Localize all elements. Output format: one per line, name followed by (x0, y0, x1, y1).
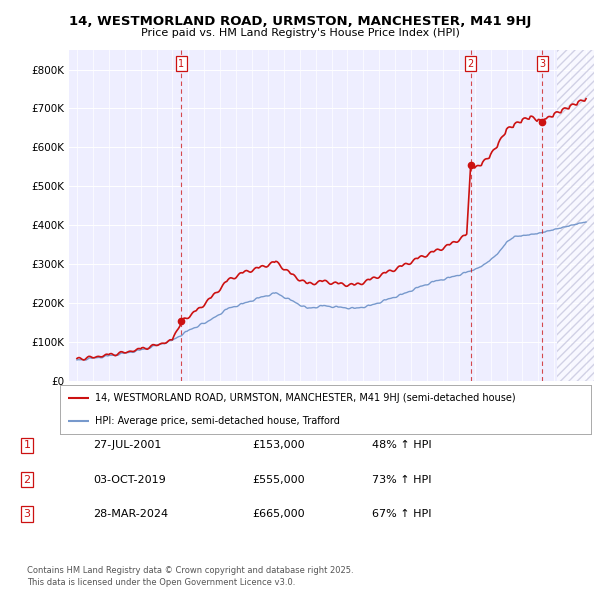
Text: HPI: Average price, semi-detached house, Trafford: HPI: Average price, semi-detached house,… (95, 415, 340, 425)
Text: £153,000: £153,000 (252, 441, 305, 450)
Text: 67% ↑ HPI: 67% ↑ HPI (372, 509, 431, 519)
Text: £555,000: £555,000 (252, 475, 305, 484)
Text: 1: 1 (23, 441, 31, 450)
Text: £665,000: £665,000 (252, 509, 305, 519)
Text: 03-OCT-2019: 03-OCT-2019 (93, 475, 166, 484)
Text: Price paid vs. HM Land Registry's House Price Index (HPI): Price paid vs. HM Land Registry's House … (140, 28, 460, 38)
Text: 3: 3 (539, 59, 545, 69)
Text: 48% ↑ HPI: 48% ↑ HPI (372, 441, 431, 450)
Text: 3: 3 (23, 509, 31, 519)
Text: 27-JUL-2001: 27-JUL-2001 (93, 441, 161, 450)
Text: 14, WESTMORLAND ROAD, URMSTON, MANCHESTER, M41 9HJ (semi-detached house): 14, WESTMORLAND ROAD, URMSTON, MANCHESTE… (95, 394, 515, 404)
Text: 2: 2 (23, 475, 31, 484)
Text: 1: 1 (178, 59, 185, 69)
Text: 2: 2 (467, 59, 474, 69)
Text: 28-MAR-2024: 28-MAR-2024 (93, 509, 168, 519)
Text: Contains HM Land Registry data © Crown copyright and database right 2025.
This d: Contains HM Land Registry data © Crown c… (27, 566, 353, 587)
Bar (557, 50, 594, 381)
Text: 14, WESTMORLAND ROAD, URMSTON, MANCHESTER, M41 9HJ: 14, WESTMORLAND ROAD, URMSTON, MANCHESTE… (69, 15, 531, 28)
Bar (557, 50, 594, 381)
Text: 73% ↑ HPI: 73% ↑ HPI (372, 475, 431, 484)
